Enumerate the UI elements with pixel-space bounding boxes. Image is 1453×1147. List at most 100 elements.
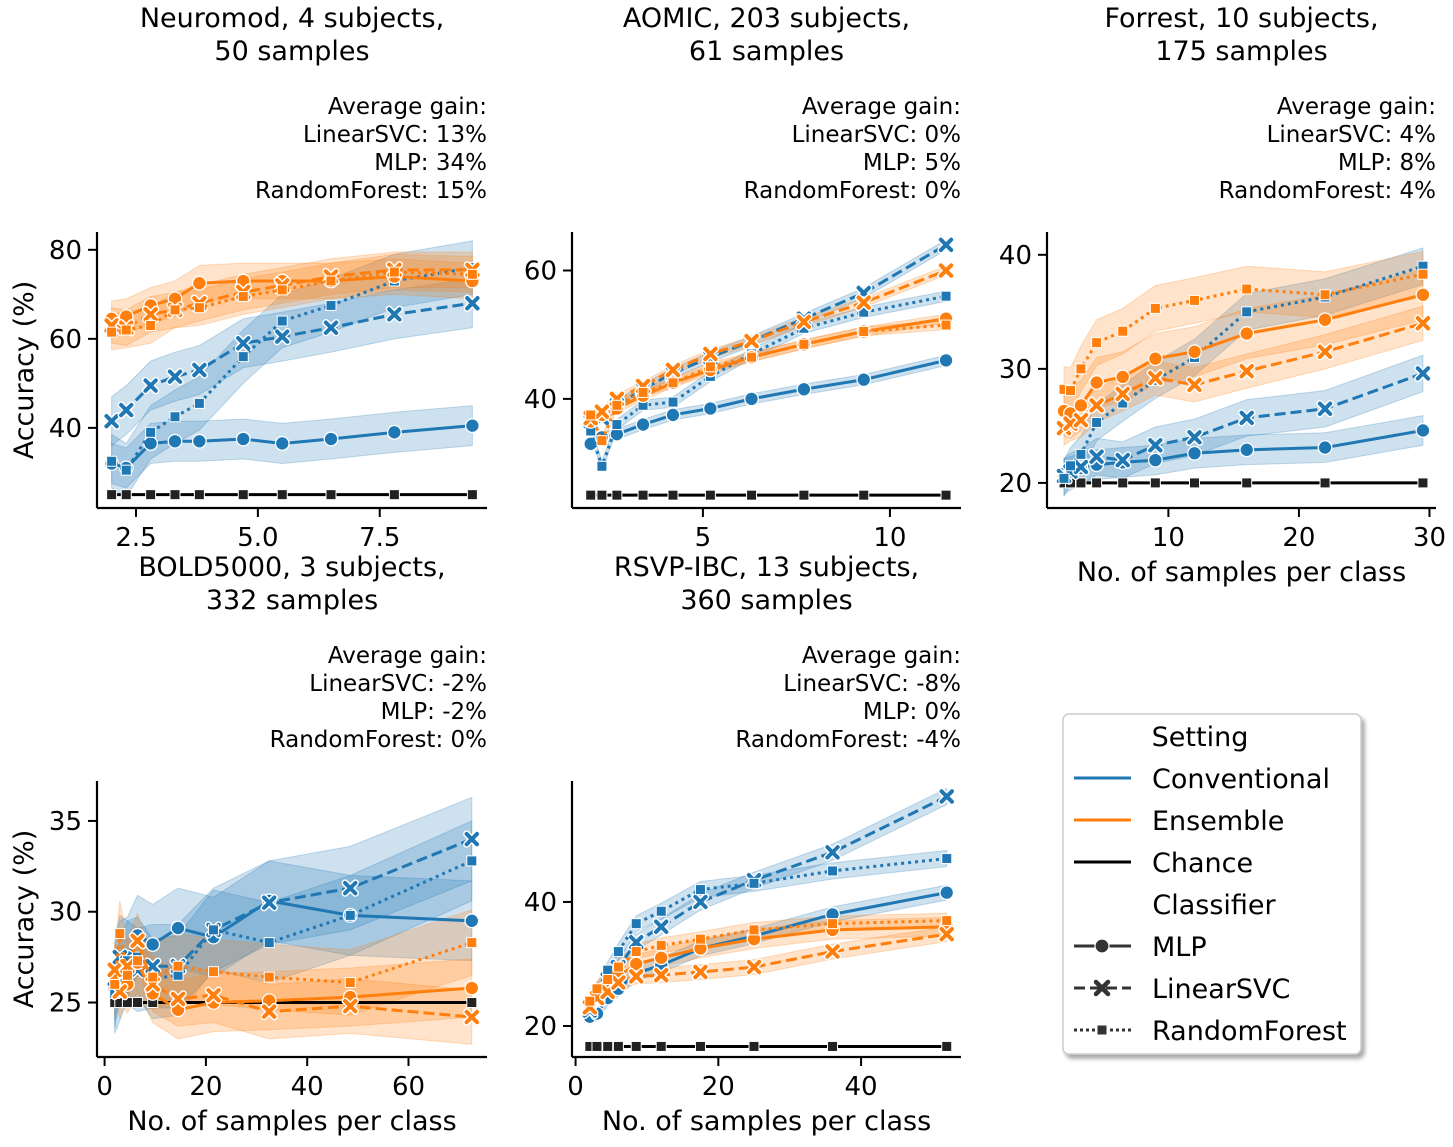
point-ensemble-randomforest <box>114 928 126 940</box>
x-tick-label: 7.5 <box>359 523 400 553</box>
point-ensemble-linearsvc <box>665 362 681 378</box>
point-conventional-mlp <box>167 433 183 449</box>
point-ensemble-linearsvc <box>262 1004 277 1019</box>
point-ensemble-randomforest <box>941 915 953 927</box>
legend-label-ensemble: Ensemble <box>1152 806 1284 837</box>
point-conventional-randomforest <box>1091 416 1103 428</box>
y-tick-label: 35 <box>49 807 82 837</box>
point-ensemble-randomforest <box>276 284 288 296</box>
point-conventional-linearsvc <box>119 402 134 418</box>
chance-point <box>145 489 157 501</box>
point-conventional-randomforest <box>667 396 679 408</box>
point-ensemble-linearsvc <box>825 944 840 959</box>
point-ensemble-randomforest <box>193 302 205 314</box>
legend-marker-x <box>1093 979 1111 997</box>
gain-line: MLP: 5% <box>863 150 961 176</box>
point-ensemble-linearsvc <box>1115 386 1130 402</box>
point-conventional-linearsvc <box>693 894 708 910</box>
chart-panels: Neuromod, 4 subjects,50 samples Average g… <box>9 3 1446 1137</box>
chance-point <box>637 489 649 501</box>
point-conventional-linearsvc <box>1148 438 1163 453</box>
point-ensemble-randomforest <box>147 971 159 983</box>
point-conventional-linearsvc <box>1089 449 1104 464</box>
x-tick-label: 20 <box>702 1072 735 1102</box>
x-tick-label: 20 <box>189 1072 222 1102</box>
point-conventional-mlp <box>191 433 207 449</box>
legend-label-linearsvc: LinearSVC <box>1152 974 1290 1005</box>
point-conventional-randomforest <box>655 905 667 917</box>
legend-item-chance: Chance <box>1074 848 1253 879</box>
chance-point <box>193 489 205 501</box>
point-conventional-mlp <box>274 436 290 451</box>
point-ensemble-mlp <box>1239 326 1255 341</box>
point-ensemble-mlp <box>628 956 644 972</box>
x-tick-label: 0 <box>567 1072 584 1102</box>
chance-point <box>940 489 952 501</box>
x-tick-label: 40 <box>845 1072 878 1102</box>
gain-line: MLP: 0% <box>863 699 961 725</box>
legend-item-linearsvc: LinearSVC <box>1074 974 1290 1005</box>
point-ensemble-randomforest <box>466 937 478 949</box>
y-tick-label: 20 <box>524 1012 557 1042</box>
chance-point <box>1319 477 1331 489</box>
point-conventional-linearsvc <box>1073 459 1089 475</box>
point-ensemble-mlp <box>1073 397 1089 413</box>
point-conventional-randomforest <box>940 290 952 302</box>
legend-marker-circle <box>1094 938 1110 954</box>
point-conventional-randomforest <box>466 855 478 867</box>
gain-line: LinearSVC: 0% <box>792 122 961 148</box>
line-ensemble-randomforest <box>111 270 473 334</box>
y-tick-label: 20 <box>999 469 1032 499</box>
point-ensemble-linearsvc <box>1239 363 1254 379</box>
point-ensemble-randomforest <box>1091 337 1103 349</box>
point-ensemble-randomforest <box>630 946 642 958</box>
x-tick-label: 40 <box>291 1072 324 1102</box>
point-conventional-mlp <box>464 418 480 434</box>
line-conventional-randomforest <box>1062 264 1424 480</box>
point-ensemble-linearsvc <box>796 314 812 330</box>
gain-line: RandomForest: 0% <box>270 727 487 753</box>
point-ensemble-mlp <box>1115 369 1131 385</box>
chance-point <box>325 489 337 501</box>
point-conventional-linearsvc <box>938 237 954 253</box>
chance-point <box>746 489 758 501</box>
point-conventional-randomforest <box>1241 306 1253 318</box>
y-axis-label: Accuracy (%) <box>9 281 40 460</box>
x-axis-label: No. of samples per class <box>1077 557 1406 588</box>
point-ensemble-linearsvc <box>206 988 221 1003</box>
point-conventional-linearsvc <box>465 296 480 311</box>
point-ensemble-randomforest <box>746 351 758 363</box>
chance-point <box>1241 477 1253 489</box>
band-conventional-mlp <box>111 405 473 489</box>
legend-item-randomforest: RandomForest <box>1074 1016 1347 1047</box>
point-conventional-mlp <box>323 431 339 447</box>
point-conventional-mlp <box>1239 442 1255 458</box>
point-conventional-randomforest <box>941 853 953 865</box>
chance-point <box>596 489 608 501</box>
x-axis-label: No. of samples per class <box>602 1106 931 1137</box>
point-ensemble-randomforest <box>325 275 337 287</box>
point-conventional-linearsvc <box>1415 366 1431 381</box>
gain-heading: Average gain: <box>328 94 487 120</box>
point-conventional-linearsvc <box>825 845 840 860</box>
point-ensemble-randomforest <box>121 969 133 981</box>
line-conventional-linearsvc <box>1063 372 1424 478</box>
y-tick-label: 40 <box>999 241 1032 271</box>
legend-title-classifier: Classifier <box>1152 890 1276 921</box>
line-ensemble-mlp <box>111 275 473 321</box>
point-ensemble-randomforest <box>1064 385 1076 397</box>
y-tick-label: 25 <box>49 989 82 1019</box>
point-ensemble-randomforest <box>612 961 624 973</box>
point-ensemble-linearsvc <box>143 307 158 322</box>
point-conventional-randomforest <box>193 397 205 409</box>
point-conventional-randomforest <box>344 909 356 921</box>
chance-point <box>276 489 288 501</box>
point-conventional-randomforest <box>611 419 623 431</box>
chance-point <box>466 997 478 1009</box>
chance-point <box>748 1040 760 1052</box>
x-tick-label: 10 <box>1152 523 1185 553</box>
line-ensemble-randomforest <box>113 932 473 985</box>
point-ensemble-randomforest <box>655 939 667 951</box>
point-conventional-randomforest <box>1058 472 1070 484</box>
panel-forrest: Forrest, 10 subjects,175 samples Average … <box>999 3 1446 588</box>
